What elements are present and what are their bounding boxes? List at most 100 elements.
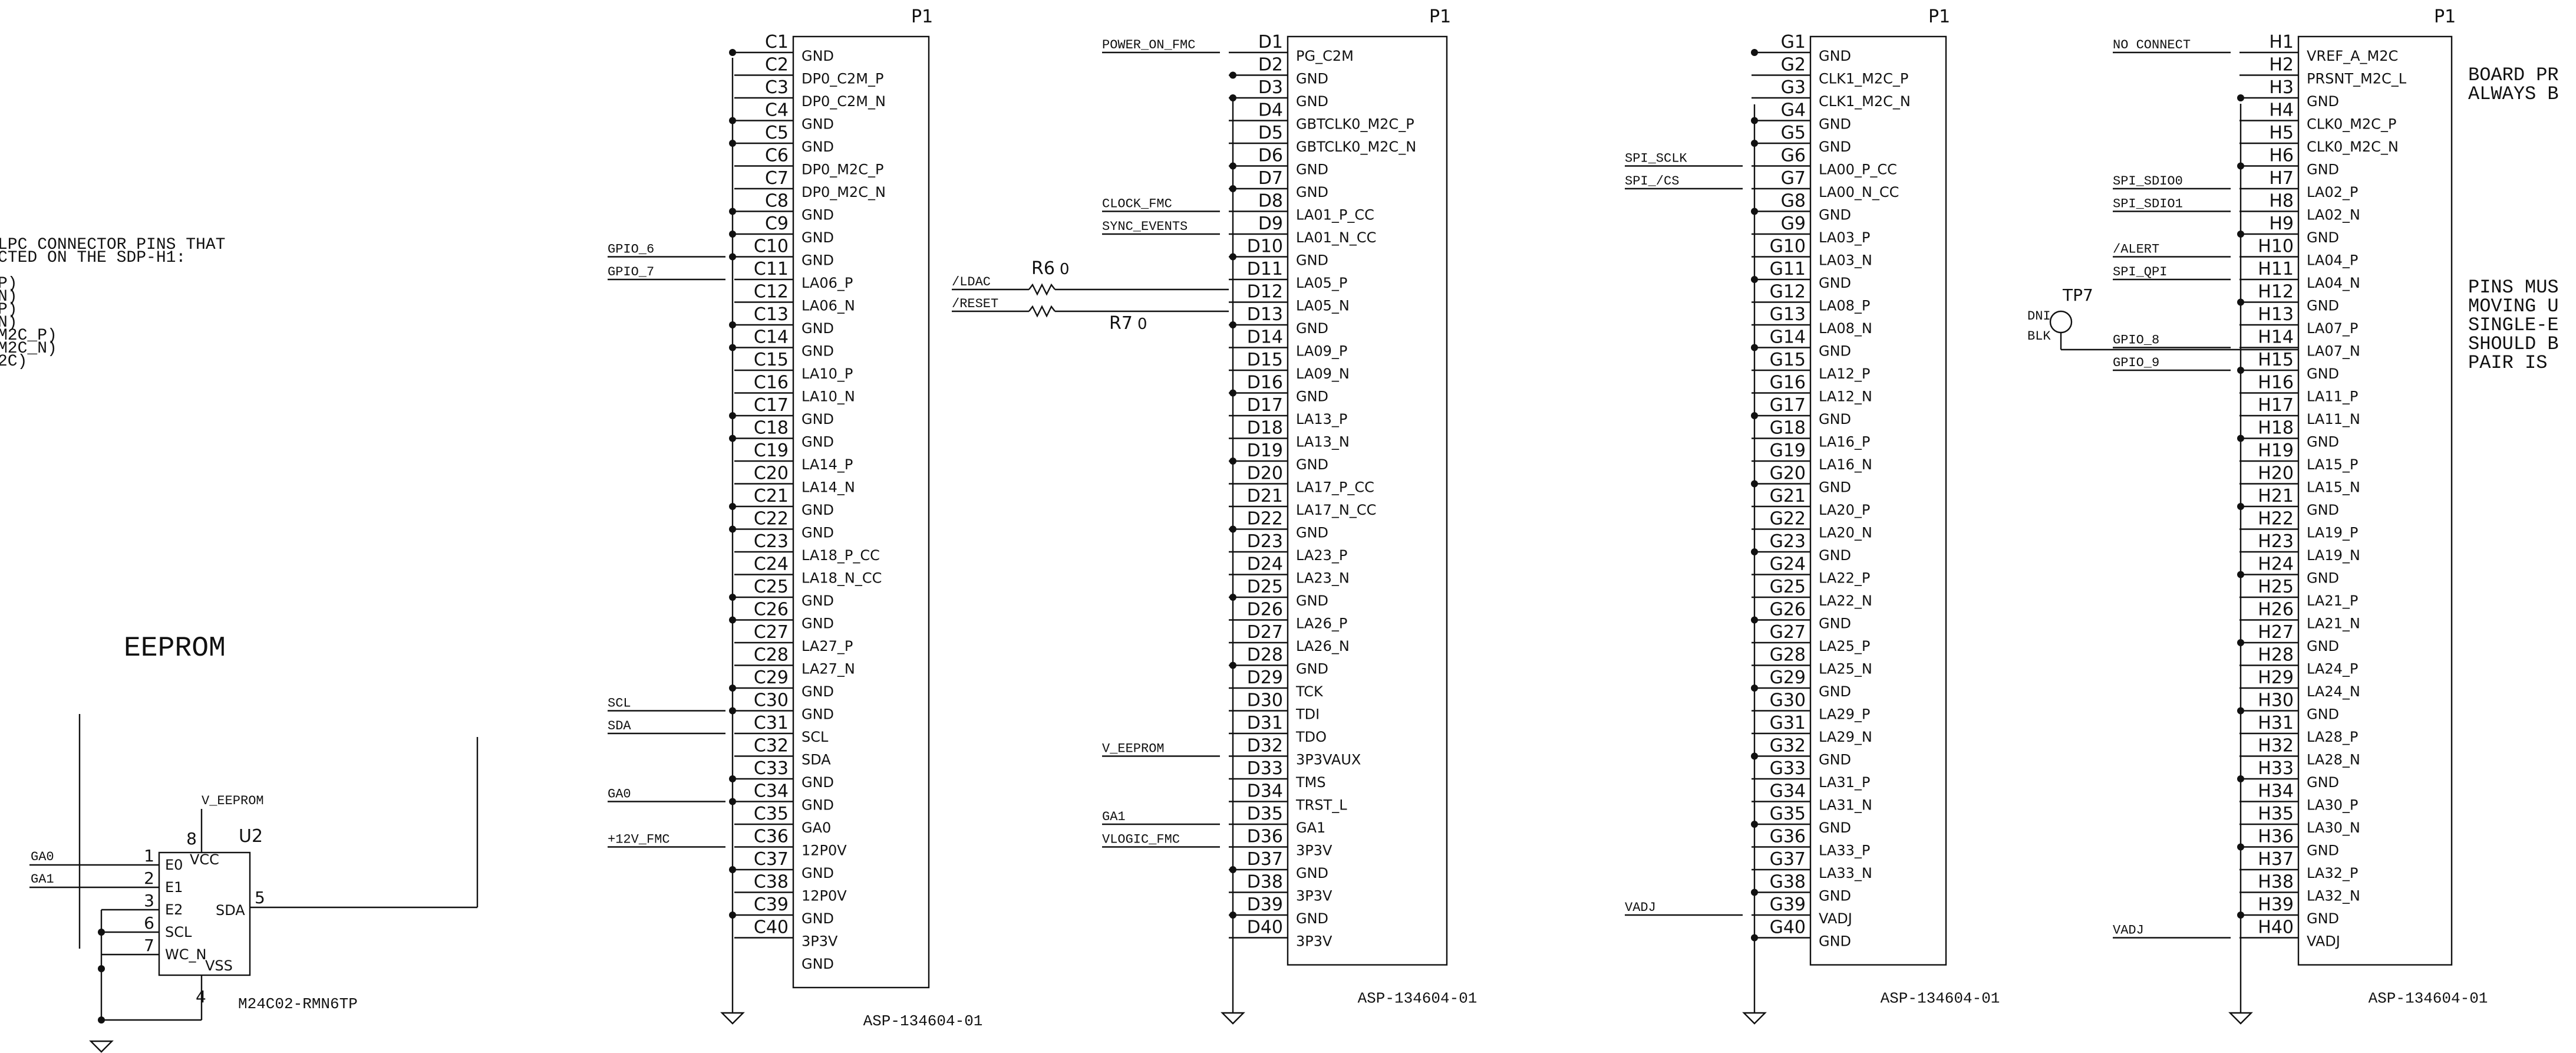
- pin-name: GND: [1296, 389, 1328, 405]
- pin-number: C34: [754, 781, 789, 802]
- pin-number: C5: [765, 123, 789, 143]
- pin-name: GND: [1819, 343, 1851, 360]
- junction-dot: [2237, 571, 2244, 578]
- junction-dot: [98, 929, 105, 936]
- pin-name: LA16_N: [1819, 456, 1872, 473]
- resistor-symbol: [1028, 305, 1056, 318]
- pin-number: H24: [2258, 554, 2294, 575]
- pin-number: H14: [2258, 327, 2294, 348]
- pin-name: GND: [1819, 116, 1851, 133]
- pin-name: 3P3VAUX: [1296, 752, 1361, 768]
- eeprom-ref: U2: [239, 826, 263, 847]
- pin-number: H33: [2258, 758, 2294, 779]
- note-line: MOVING U: [2468, 295, 2559, 317]
- connector-body: [2297, 35, 2453, 966]
- pin-name: LA21_N: [2307, 616, 2360, 632]
- pin-number: H9: [2269, 213, 2294, 234]
- junction-dot: [1751, 480, 1758, 488]
- pin-name: LA08_P: [1819, 298, 1870, 314]
- pin-name: LA17_N_CC: [1296, 502, 1376, 518]
- pin-number: H16: [2258, 373, 2294, 393]
- pin-name: GND: [802, 910, 834, 927]
- pin-number: D22: [1247, 509, 1283, 529]
- pin-number: G5: [1781, 123, 1806, 143]
- pin-name: DP0_C2M_N: [802, 93, 886, 110]
- pin-name: LA11_P: [2307, 389, 2358, 405]
- pin-number: G9: [1781, 213, 1806, 234]
- pin-name: LA28_P: [2307, 729, 2358, 745]
- net-label: CLOCK_FMC: [1102, 197, 1172, 212]
- pin-number: C19: [754, 440, 789, 461]
- pin-number: H35: [2258, 804, 2294, 824]
- connector-part: ASP-134604-01: [1358, 990, 1477, 1008]
- pin-name: GND: [1819, 616, 1851, 632]
- pin-name: GND: [2307, 366, 2339, 382]
- junction-dot: [1229, 253, 1236, 261]
- pin-number: C31: [754, 713, 789, 733]
- pin-number: G25: [1770, 577, 1806, 597]
- pin-number: H21: [2258, 486, 2294, 506]
- pin-name: GND: [802, 502, 834, 518]
- pin-number: H8: [2269, 191, 2294, 212]
- net-label: GPIO_7: [608, 265, 654, 279]
- net-label: /RESET: [952, 297, 998, 311]
- pin-number: D34: [1247, 781, 1283, 802]
- pin-number: D29: [1247, 667, 1283, 688]
- left-note-line: LPC CONNECTOR PINS THAT: [0, 236, 225, 254]
- pin-number: D23: [1247, 531, 1283, 552]
- pin-name: GND: [1819, 752, 1851, 768]
- testpoint-symbol: [2049, 310, 2073, 334]
- junction-dot: [1751, 616, 1758, 624]
- pin-name: LA12_P: [1819, 366, 1870, 382]
- pin-name: GND: [1296, 593, 1328, 609]
- pin-name: LA15_P: [2307, 456, 2358, 473]
- pin-name: GND: [802, 207, 834, 223]
- pin-number: H15: [2258, 350, 2294, 370]
- net-label: /LDAC: [952, 275, 991, 289]
- pin-number: D40: [1247, 917, 1283, 938]
- pin-name: LA05_N: [1296, 298, 1350, 314]
- pin-name: GND: [1819, 547, 1851, 564]
- connector-H: P1 ASP-134604-01 H1 VREF_A_M2C NO CONNECT H2 P…: [2113, 6, 2488, 1025]
- connector-blocks: P1 ASP-134604-01 C1 GND C2 DP0_C2M_P C3 DP0_C2M…: [608, 6, 2488, 1030]
- pin-number: D16: [1247, 373, 1283, 393]
- pin-name: GND: [2307, 774, 2339, 791]
- pin-name: LA33_P: [1819, 843, 1870, 859]
- net-label: SPI_SDIO1: [2113, 197, 2183, 212]
- pin-name: LA06_P: [802, 275, 853, 291]
- junction-dot: [2237, 435, 2244, 442]
- pin-name: 3P3V: [1296, 888, 1332, 904]
- pin-number: H34: [2258, 781, 2294, 802]
- pin-number: H39: [2258, 894, 2294, 915]
- pin-name: LA11_N: [2307, 411, 2360, 427]
- pin-name: SCL: [802, 729, 829, 745]
- pin-number: C32: [754, 736, 789, 756]
- pin-number: C37: [754, 849, 789, 870]
- pin-number: C14: [754, 327, 789, 348]
- pin-name: GND: [2307, 502, 2339, 518]
- eeprom-part: M24C02-RMN6TP: [238, 995, 358, 1013]
- pin-number: G33: [1770, 758, 1806, 779]
- pin-name: LA07_P: [2307, 320, 2358, 337]
- pin-name: LA30_P: [2307, 797, 2358, 814]
- pin-number: G40: [1770, 917, 1806, 938]
- note-line: SINGLE-E: [2468, 314, 2559, 336]
- pin-number: G27: [1770, 622, 1806, 643]
- pin-name: GND: [2307, 229, 2339, 246]
- junction-dot: [729, 435, 736, 442]
- pin-name: GND: [1296, 252, 1328, 269]
- pin-name: LA23_P: [1296, 547, 1347, 564]
- pin-number: C9: [765, 213, 789, 234]
- pin-number: C18: [754, 418, 789, 439]
- pin-name: GND: [2307, 706, 2339, 723]
- left-note-line: 2C): [0, 353, 27, 371]
- pin-number: C16: [754, 373, 789, 393]
- pin-name: LA21_P: [2307, 593, 2358, 609]
- pin-number: C15: [754, 350, 789, 370]
- pin-number: D28: [1247, 645, 1283, 666]
- pin-name: GND: [2307, 93, 2339, 110]
- junction-dot: [729, 775, 736, 782]
- pin-number: H6: [2269, 146, 2294, 166]
